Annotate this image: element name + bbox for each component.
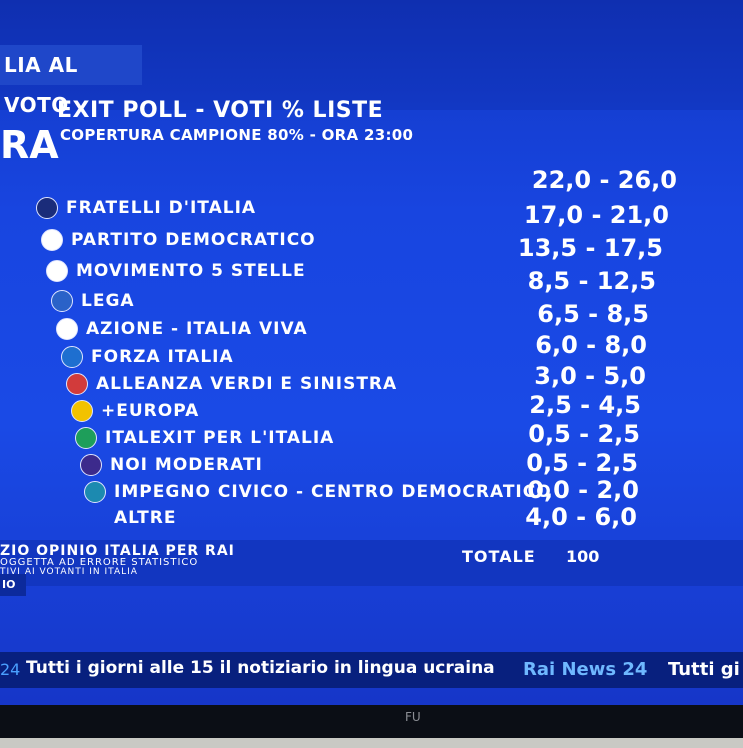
party-name: LEGA [81,291,135,311]
pd-logo-icon [41,229,63,251]
party-range: 0,5 - 2,5 [526,449,638,477]
noi-moderati-logo-icon [80,454,102,476]
party-name: +EUROPA [101,401,200,421]
party-name: NOI MODERATI [110,455,263,475]
m5s-logo-icon [46,260,68,282]
party-row: AZIONE - ITALIA VIVA [56,316,308,342]
party-row: FRATELLI D'ITALIA [36,195,256,221]
party-row: NOI MODERATI [80,452,263,478]
party-row: MOVIMENTO 5 STELLE [46,258,306,284]
error-note: OGGETTA AD ERRORE STATISTICO [0,557,199,568]
party-name: FRATELLI D'ITALIA [66,198,257,218]
party-range: 6,0 - 8,0 [535,331,647,359]
party-range: 2,5 - 4,5 [529,391,641,419]
ticker-text: Tutti i giorni alle 15 il notiziario in … [26,658,495,678]
impegno-civico-logo-icon [84,481,106,503]
party-row: ALLEANZA VERDI E SINISTRA [66,371,397,397]
forza-italia-logo-icon [61,346,83,368]
party-name: FORZA ITALIA [91,347,234,367]
total-label: TOTALE [462,547,536,566]
party-row: ALTRE [114,505,176,531]
party-range: 8,5 - 12,5 [527,267,656,295]
party-row: IMPEGNO CIVICO - CENTRO DEMOCRATICO [84,479,552,505]
lega-logo-icon [51,290,73,312]
party-range: 6,5 - 8,5 [537,300,649,328]
azione-iv-logo-icon [56,318,78,340]
party-name: ITALEXIT PER L'ITALIA [105,428,335,448]
side-label: RA [0,123,59,167]
italexit-logo-icon [75,427,97,449]
party-name: IMPEGNO CIVICO - CENTRO DEMOCRATICO [114,482,552,502]
party-row: +EUROPA [71,398,199,424]
party-range: 0,0 - 2,0 [527,476,639,504]
party-name: MOVIMENTO 5 STELLE [76,261,306,281]
news-ticker [0,652,743,688]
party-range: 22,0 - 26,0 [531,166,677,194]
voters-note: TIVI AI VOTANTI IN ITALIA [0,567,138,577]
party-name: ALLEANZA VERDI E SINISTRA [96,374,398,394]
party-range: 3,0 - 5,0 [534,362,646,390]
fratelli-italia-logo-icon [36,197,58,219]
party-name: AZIONE - ITALIA VIVA [86,319,308,339]
party-row: PARTITO DEMOCRATICO [41,227,316,253]
party-range: 4,0 - 6,0 [525,503,637,531]
party-range: 13,5 - 17,5 [517,234,663,262]
party-range: 0,5 - 2,5 [528,420,640,448]
footer-band [0,540,743,586]
poll-source: ZIO OPINIO ITALIA PER RAI [0,543,235,559]
ticker-tail: Tutti gi [668,659,740,680]
tv-screen: LIA AL VOTO RA EXIT POLL - VOTI % LISTE … [0,0,743,705]
total-value: 100 [566,547,600,566]
tv-brand-logo: FU [405,710,421,724]
party-name: ALTRE [114,508,177,528]
party-range: 17,0 - 21,0 [523,201,669,229]
party-row: LEGA [51,288,135,314]
corner-chip: IO [0,574,26,596]
piu-europa-logo-icon [71,400,93,422]
tv-stand [0,738,743,748]
party-row: FORZA ITALIA [61,344,234,370]
ticker-brand: Rai News 24 [523,659,648,680]
party-name: PARTITO DEMOCRATICO [71,230,316,250]
party-row: ITALEXIT PER L'ITALIA [75,425,334,451]
avs-logo-icon [66,373,88,395]
poll-subtitle: COPERTURA CAMPIONE 80% - ORA 23:00 [60,126,414,144]
channel-tag: LIA AL VOTO [0,45,142,117]
poll-title: EXIT POLL - VOTI % LISTE [57,98,384,123]
ticker-number: 24 [0,660,21,679]
